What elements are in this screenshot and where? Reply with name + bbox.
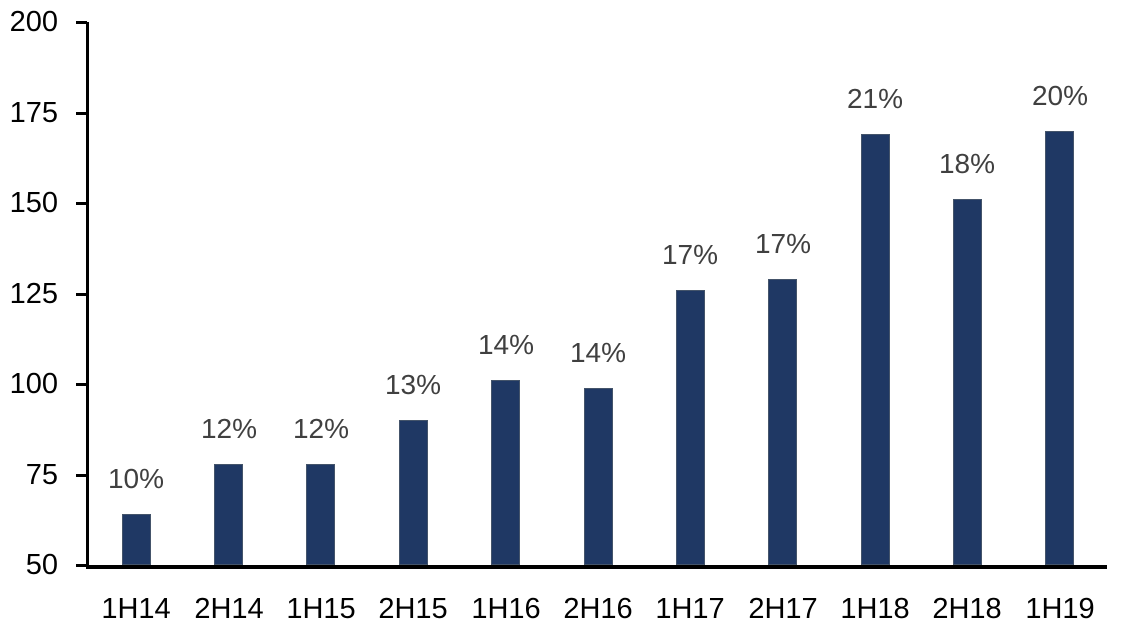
y-tick-label: 200 <box>9 6 58 38</box>
y-axis-line <box>86 22 89 569</box>
bar-value-label: 14% <box>477 329 535 360</box>
x-axis-line <box>86 565 1107 569</box>
bar <box>306 464 335 565</box>
bar-value-label: 21% <box>846 83 904 114</box>
bar <box>861 134 890 565</box>
y-tick-label: 175 <box>9 97 58 129</box>
bar <box>1045 131 1074 565</box>
bar <box>214 464 243 565</box>
bar-value-label: 10% <box>107 463 165 494</box>
y-tick-label: 150 <box>9 187 58 219</box>
y-tick-mark <box>76 112 87 115</box>
bar <box>122 514 151 565</box>
bar <box>676 290 705 565</box>
bar-value-label: 14% <box>569 337 627 368</box>
bar <box>399 420 428 565</box>
bar <box>584 388 613 565</box>
x-tick-label: 1H18 <box>840 593 910 625</box>
x-tick-label: 1H19 <box>1025 593 1095 625</box>
y-tick-mark <box>76 564 87 567</box>
x-tick-label: 1H17 <box>655 593 725 625</box>
x-tick-label: 1H14 <box>101 593 171 625</box>
y-tick-label: 125 <box>9 278 58 310</box>
bar-value-label: 17% <box>754 228 812 259</box>
y-tick-label: 50 <box>25 549 58 581</box>
bar <box>768 279 797 565</box>
bar-value-label: 18% <box>938 148 996 179</box>
bar-value-label: 13% <box>384 369 442 400</box>
bar <box>953 199 982 565</box>
bar <box>491 380 520 565</box>
bar-value-label: 20% <box>1031 80 1089 111</box>
y-tick-label: 100 <box>9 368 58 400</box>
x-tick-label: 2H17 <box>748 593 818 625</box>
x-tick-label: 1H15 <box>286 593 356 625</box>
y-tick-mark <box>76 202 87 205</box>
x-tick-label: 1H16 <box>471 593 541 625</box>
bar-value-label: 17% <box>661 239 719 270</box>
x-tick-label: 2H15 <box>378 593 448 625</box>
y-tick-mark <box>76 474 87 477</box>
y-tick-mark <box>76 293 87 296</box>
x-tick-label: 2H14 <box>194 593 264 625</box>
y-tick-mark <box>76 21 87 24</box>
x-tick-label: 2H16 <box>563 593 633 625</box>
y-tick-mark <box>76 383 87 386</box>
bar-value-label: 12% <box>200 413 258 444</box>
x-tick-label: 2H18 <box>932 593 1002 625</box>
bar-value-label: 12% <box>292 413 350 444</box>
y-tick-label: 75 <box>25 459 58 491</box>
